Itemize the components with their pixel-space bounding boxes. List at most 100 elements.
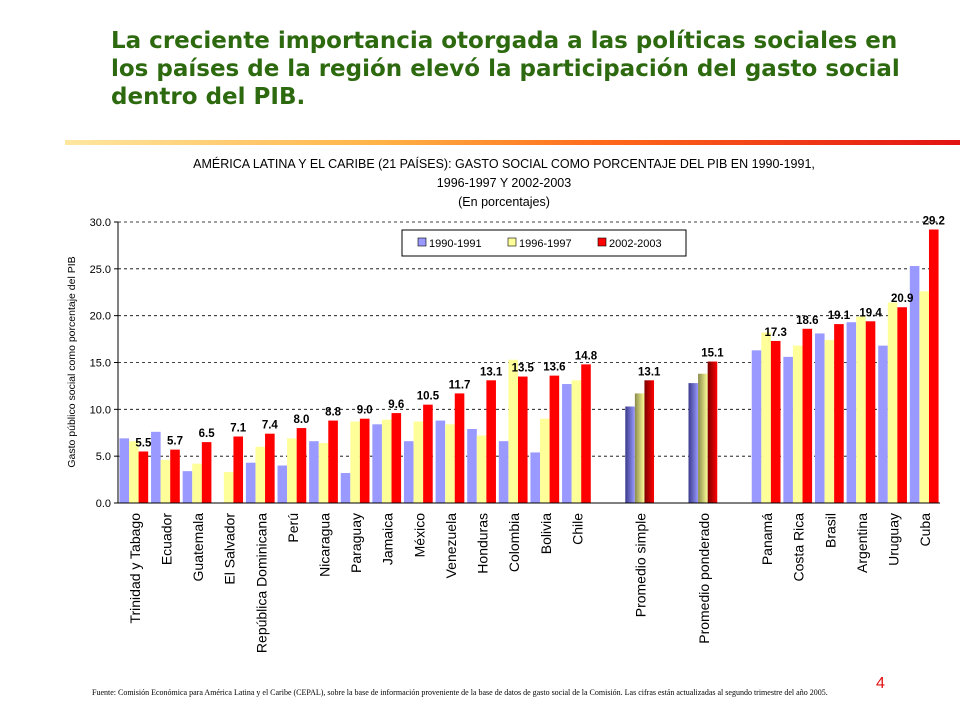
x-tick-label: Guatemala (190, 513, 206, 582)
bar-2002-2003 (802, 328, 813, 503)
bar-1990-1991 (245, 462, 256, 503)
bar-2002-2003 (138, 451, 149, 503)
bar-2002-2003 (865, 321, 876, 503)
chart-bars (119, 229, 939, 503)
bar-1990-1991 (846, 322, 857, 503)
value-label: 29.2 (923, 215, 945, 227)
legend-label: 1996-1997 (519, 238, 572, 250)
x-tick-label: Trinidad y Tabago (127, 513, 143, 624)
value-label: 5.5 (135, 437, 152, 449)
bar-2002-2003 (644, 380, 655, 503)
bar-2002-2003 (707, 361, 718, 503)
bar-1990-1991 (309, 441, 319, 503)
bar-1990-1991 (909, 266, 920, 503)
bar-1990-1991 (182, 471, 193, 503)
x-tick-label: Perú (285, 513, 301, 543)
y-tick-label: 5.0 (96, 451, 111, 463)
x-axis-ticks: Trinidad y Tabago Ecuador Guatemala El Salv… (127, 513, 933, 653)
bar-1990-1991 (119, 438, 130, 503)
bar-1996-1997 (129, 441, 139, 503)
y-axis-ticks: 0.0 5.0 10.0 15.0 20.0 25.0 30.0 (90, 217, 118, 510)
bar-2002-2003 (486, 380, 496, 503)
value-label: 8.0 (293, 414, 309, 426)
bar-1990-1991 (277, 465, 288, 503)
bar-1990-1991 (530, 452, 541, 503)
value-label: 19.1 (828, 310, 851, 322)
value-label: 7.4 (262, 420, 279, 432)
x-tick-label: Honduras (475, 513, 491, 574)
bar-chart: AMÉRICA LATINA Y EL CARIBE (21 PAÍSES): … (66, 156, 945, 653)
value-label: 13.5 (512, 363, 535, 375)
bar-2002-2003 (897, 307, 907, 503)
y-tick-label: 20.0 (90, 311, 111, 323)
value-label: 10.5 (417, 391, 440, 403)
chart-title: AMÉRICA LATINA Y EL CARIBE (21 PAÍSES): … (193, 156, 815, 209)
bar-1990-1991 (878, 345, 888, 503)
value-label: 5.7 (167, 436, 183, 448)
bar-2002-2003 (423, 404, 433, 503)
x-tick-label: Cuba (917, 513, 933, 547)
legend-box (401, 229, 687, 257)
value-label: 19.4 (859, 307, 882, 319)
x-tick-label: Brasil (822, 513, 838, 548)
bar-1996-1997 (318, 443, 329, 503)
x-tick-label: Chile (569, 513, 585, 545)
chart-legend: 1990-1991 1996-1997 2002-2003 (401, 229, 687, 257)
bar-2002-2003 (517, 376, 528, 503)
x-tick-label: Ecuador (158, 513, 174, 565)
value-label: 11.7 (449, 379, 471, 391)
bar-1990-1991 (498, 441, 509, 503)
legend-swatch (507, 237, 517, 247)
chart-title-line: AMÉRICA LATINA Y EL CARIBE (21 PAÍSES): … (193, 156, 815, 171)
bar-2002-2003 (265, 433, 275, 503)
bar-1996-1997 (634, 393, 645, 503)
bar-1990-1991 (372, 424, 382, 503)
value-label: 18.6 (796, 315, 818, 327)
x-tick-label: México (411, 513, 427, 558)
chart-title-line: 1996-1997 Y 2002-2003 (437, 176, 571, 190)
bar-1996-1997 (919, 291, 929, 503)
bar-1996-1997 (887, 302, 898, 503)
value-label: 13.6 (543, 362, 565, 374)
legend-swatch (417, 237, 427, 247)
bar-1996-1997 (350, 421, 360, 503)
x-tick-label: Paraguay (348, 513, 364, 573)
x-tick-label: Uruguay (886, 513, 902, 566)
x-tick-label: Promedio ponderado (696, 513, 712, 644)
bar-2002-2003 (581, 364, 591, 503)
bar-1990-1991 (625, 406, 635, 503)
bar-1996-1997 (761, 332, 771, 503)
chart-title-line: (En porcentajes) (458, 195, 550, 209)
value-label: 13.1 (638, 366, 661, 378)
bar-1990-1991 (340, 473, 351, 503)
bar-1990-1991 (562, 384, 572, 503)
bar-1990-1991 (435, 420, 446, 503)
bar-1996-1997 (413, 421, 424, 503)
value-label: 13.1 (480, 366, 503, 378)
y-tick-label: 15.0 (90, 358, 111, 370)
value-label: 14.8 (575, 350, 598, 362)
bar-2002-2003 (549, 375, 560, 503)
slide-title: La creciente importancia otorgada a las … (111, 28, 900, 110)
bar-2002-2003 (928, 229, 939, 503)
bar-1990-1991 (688, 383, 699, 503)
y-tick-label: 10.0 (90, 404, 111, 416)
bar-2002-2003 (233, 436, 244, 503)
bar-1996-1997 (223, 472, 234, 503)
x-tick-label: Venezuela (443, 513, 459, 579)
bar-1996-1997 (856, 316, 866, 503)
bar-1990-1991 (467, 429, 477, 503)
value-label: 8.8 (325, 407, 342, 419)
bar-1996-1997 (698, 373, 708, 503)
legend-label: 2002-2003 (609, 238, 662, 250)
bar-2002-2003 (391, 413, 402, 503)
x-tick-label: Panamá (759, 513, 775, 565)
x-tick-label: Jamaica (380, 513, 396, 565)
bar-1996-1997 (476, 435, 487, 503)
bar-1990-1991 (783, 356, 793, 503)
x-tick-label: Costa Rica (791, 513, 807, 582)
bar-1990-1991 (751, 350, 762, 503)
value-label: 6.5 (199, 428, 216, 440)
y-tick-label: 30.0 (90, 217, 111, 229)
x-tick-label: Promedio simple (633, 513, 649, 617)
